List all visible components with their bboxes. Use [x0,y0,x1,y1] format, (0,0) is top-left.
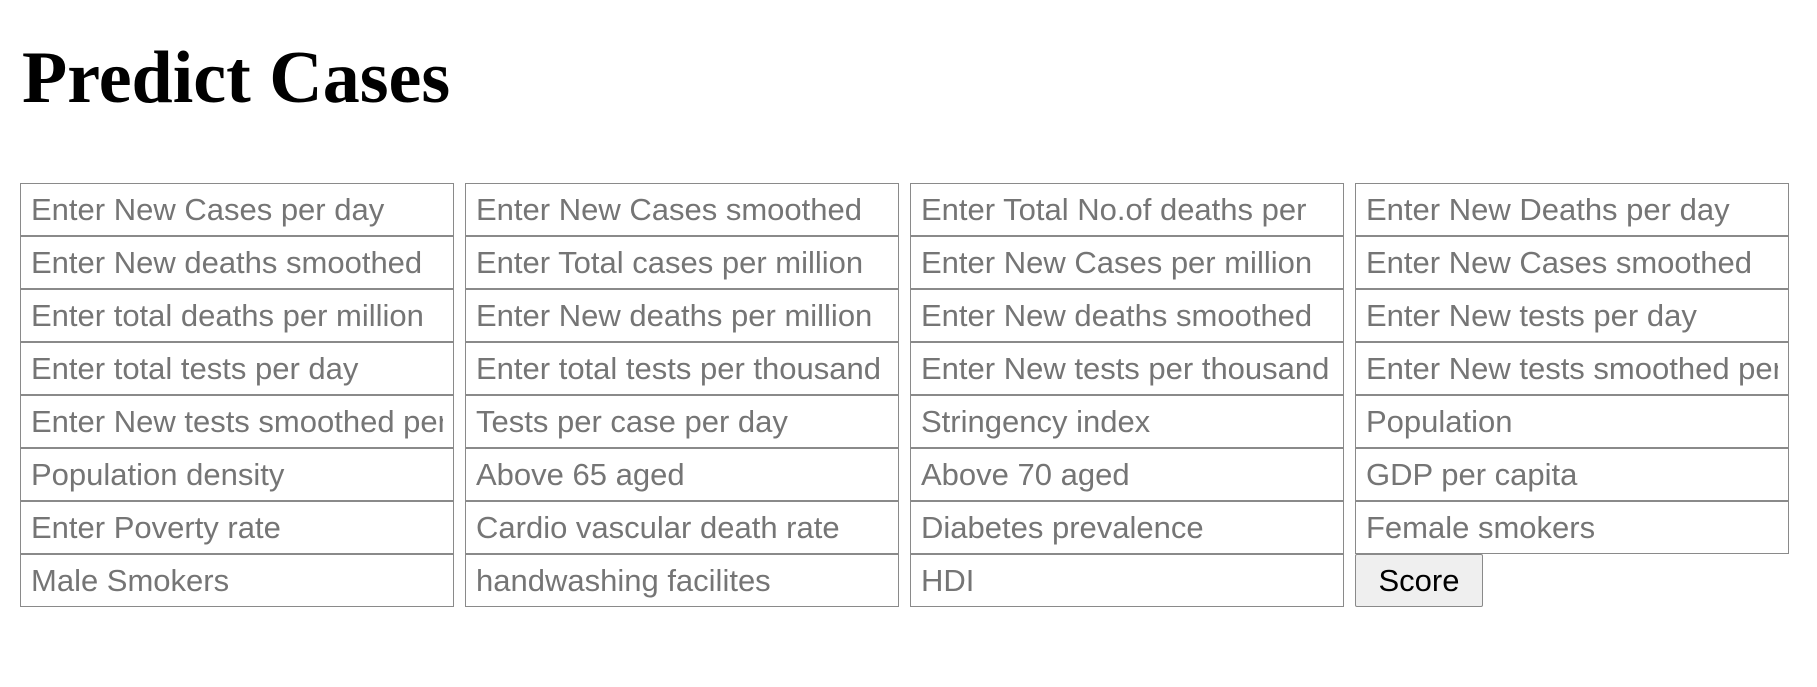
poverty-rate-input[interactable] [20,501,454,554]
score-button[interactable]: Score [1355,554,1483,607]
stringency-index-input[interactable] [910,395,1344,448]
new-cases-smoothed-input[interactable] [465,183,899,236]
page-title: Predict Cases [22,37,451,119]
new-cases-per-million-input[interactable] [910,236,1344,289]
new-tests-per-thousand-input[interactable] [910,342,1344,395]
new-cases-smoothed-per-million-input[interactable] [1355,236,1789,289]
female-smokers-input[interactable] [1355,501,1789,554]
aged-65-older-input[interactable] [465,448,899,501]
new-deaths-per-day-input[interactable] [1355,183,1789,236]
diabetes-prevalence-input[interactable] [910,501,1344,554]
total-deaths-per-million-input[interactable] [20,289,454,342]
aged-70-older-input[interactable] [910,448,1344,501]
new-tests-per-day-input[interactable] [1355,289,1789,342]
total-tests-per-day-input[interactable] [20,342,454,395]
gdp-per-capita-input[interactable] [1355,448,1789,501]
predict-form: Score [20,183,1789,607]
population-input[interactable] [1355,395,1789,448]
new-tests-smoothed-per-thousand-input[interactable] [20,395,454,448]
new-cases-per-day-input[interactable] [20,183,454,236]
tests-per-case-input[interactable] [465,395,899,448]
cardiovascular-death-rate-input[interactable] [465,501,899,554]
new-deaths-per-million-input[interactable] [465,289,899,342]
male-smokers-input[interactable] [20,554,454,607]
hdi-input[interactable] [910,554,1344,607]
handwashing-facilities-input[interactable] [465,554,899,607]
total-tests-per-thousand-input[interactable] [465,342,899,395]
population-density-input[interactable] [20,448,454,501]
submit-cell: Score [1355,554,1789,607]
new-deaths-smoothed-input[interactable] [20,236,454,289]
new-deaths-smoothed-per-million-input[interactable] [910,289,1344,342]
total-deaths-input[interactable] [910,183,1344,236]
new-tests-smoothed-per-day-input[interactable] [1355,342,1789,395]
total-cases-per-million-input[interactable] [465,236,899,289]
